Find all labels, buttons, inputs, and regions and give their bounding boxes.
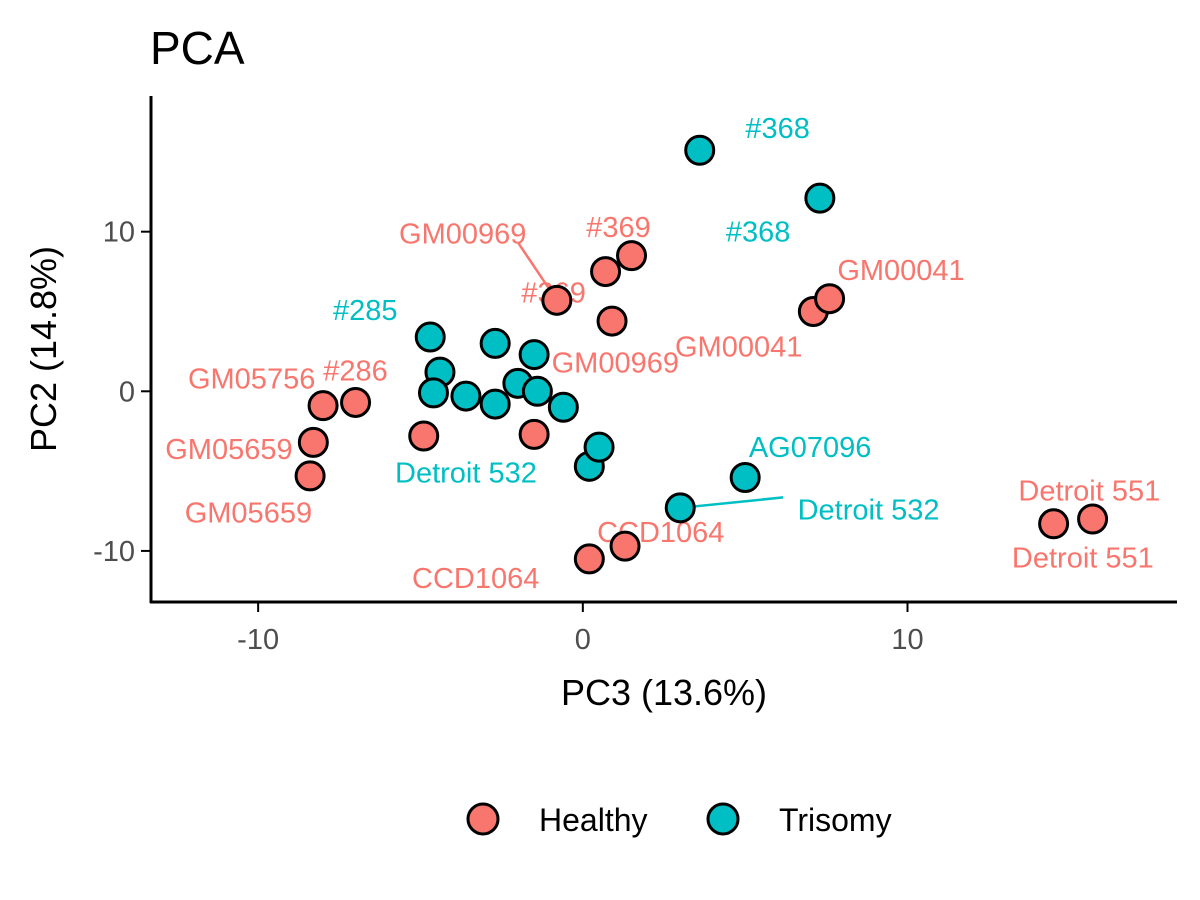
y-tick-label: 0	[119, 376, 135, 408]
data-point-healthy	[596, 305, 628, 337]
y-tick-label: -10	[93, 536, 135, 568]
y-axis-title: PC2 (14.8%)	[23, 246, 64, 452]
data-point-trisomy	[417, 377, 449, 409]
data-point-healthy	[1038, 508, 1070, 540]
point-label: #286	[323, 356, 388, 388]
chart-title: PCA	[150, 22, 245, 74]
x-tick-label: -10	[237, 624, 279, 656]
data-point-healthy	[1077, 503, 1109, 535]
data-point-trisomy	[479, 327, 511, 359]
data-point-trisomy	[664, 492, 696, 524]
point-labels: #368#368GM00969#369#369GM00041#285GM0004…	[165, 113, 1160, 595]
data-point-healthy	[541, 284, 573, 316]
legend-label-healthy: Healthy	[539, 802, 648, 838]
data-point-healthy	[609, 530, 641, 562]
axis-ticks: -10 0 10 -10 0 10	[93, 217, 924, 656]
point-label: GM00041	[675, 332, 802, 364]
data-point-trisomy	[583, 431, 615, 463]
data-point-trisomy	[547, 391, 579, 423]
x-axis-title: PC3 (13.6%)	[561, 672, 767, 713]
point-label: GM00969	[552, 348, 679, 380]
data-point-trisomy	[804, 182, 836, 214]
legend-label-trisomy: Trisomy	[779, 802, 892, 838]
data-point-healthy	[616, 240, 648, 272]
point-label: GM05659	[185, 498, 312, 530]
data-point-healthy	[408, 420, 440, 452]
legend: Healthy Trisomy	[466, 802, 892, 838]
point-label: Detroit 551	[1018, 475, 1160, 507]
data-point-healthy	[573, 543, 605, 575]
label-leader-line	[680, 496, 784, 510]
point-label: GM05756	[188, 364, 315, 396]
data-point-trisomy	[518, 339, 550, 371]
point-label: GM00041	[837, 255, 964, 287]
data-point-healthy	[297, 426, 329, 458]
point-label: #285	[333, 295, 398, 327]
data-point-healthy	[307, 390, 339, 422]
data-point-trisomy	[521, 375, 553, 407]
point-label: AG07096	[749, 432, 872, 464]
point-label: GM00969	[399, 218, 526, 250]
x-tick-label: 10	[891, 624, 923, 656]
point-label: GM05659	[165, 434, 292, 466]
legend-key-healthy	[466, 802, 500, 836]
data-point-healthy	[294, 460, 326, 492]
data-point-healthy	[340, 386, 372, 418]
legend-key-trisomy	[706, 802, 740, 836]
x-tick-label: 0	[575, 624, 591, 656]
point-label: CCD1064	[412, 563, 539, 595]
data-point-healthy	[814, 283, 846, 315]
data-point-trisomy	[684, 134, 716, 166]
data-point-trisomy	[729, 461, 761, 493]
data-point-trisomy	[414, 321, 446, 353]
point-label: #368	[745, 113, 810, 145]
data-point-trisomy	[479, 388, 511, 420]
point-label: #368	[726, 217, 791, 249]
data-point-healthy	[590, 256, 622, 288]
point-label: Detroit 551	[1012, 542, 1154, 574]
data-point-trisomy	[450, 380, 482, 412]
data-points	[294, 134, 1109, 575]
y-tick-label: 10	[103, 217, 135, 249]
point-label: Detroit 532	[798, 494, 940, 526]
point-label: #369	[586, 212, 651, 244]
data-point-healthy	[518, 418, 550, 450]
point-label: Detroit 532	[395, 458, 537, 490]
